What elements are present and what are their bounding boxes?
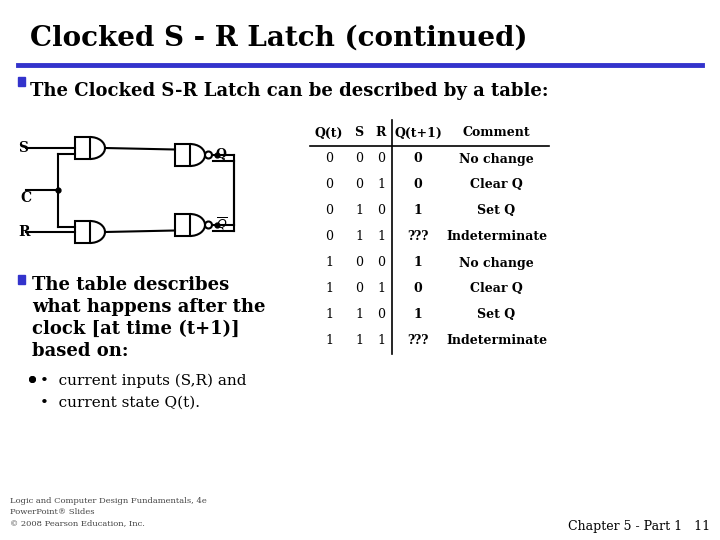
- Text: 1: 1: [377, 231, 385, 244]
- Text: S: S: [18, 141, 28, 155]
- Text: 0: 0: [377, 152, 385, 165]
- Text: $\overline{Q}$: $\overline{Q}$: [216, 216, 228, 232]
- Text: Logic and Computer Design Fundamentals, 4e
PowerPoint® Slides
© 2008 Pearson Edu: Logic and Computer Design Fundamentals, …: [10, 497, 207, 527]
- Text: 1: 1: [355, 334, 363, 348]
- Circle shape: [205, 221, 212, 228]
- Text: Q(t): Q(t): [315, 126, 343, 139]
- Text: 1: 1: [377, 282, 385, 295]
- Text: Chapter 5 - Part 1   11: Chapter 5 - Part 1 11: [568, 520, 710, 533]
- Circle shape: [205, 152, 212, 159]
- Bar: [18, 77, 25, 86]
- Text: S: S: [354, 126, 364, 139]
- Text: The table describes: The table describes: [32, 276, 229, 294]
- Bar: [18, 275, 25, 284]
- Text: 1: 1: [325, 308, 333, 321]
- Text: 1: 1: [325, 256, 333, 269]
- Text: Clear Q: Clear Q: [470, 282, 523, 295]
- Text: R: R: [18, 225, 30, 239]
- Text: 1: 1: [355, 205, 363, 218]
- Text: based on:: based on:: [32, 342, 128, 360]
- Text: No change: No change: [459, 152, 534, 165]
- Text: 1: 1: [377, 179, 385, 192]
- Text: 1: 1: [413, 256, 423, 269]
- Text: 1: 1: [413, 308, 423, 321]
- Text: 1: 1: [355, 231, 363, 244]
- Text: 1: 1: [325, 282, 333, 295]
- Text: 0: 0: [355, 179, 363, 192]
- Text: 0: 0: [355, 152, 363, 165]
- Text: 1: 1: [355, 308, 363, 321]
- Text: 1: 1: [325, 334, 333, 348]
- Text: ???: ???: [408, 334, 428, 348]
- Text: R: R: [376, 126, 386, 139]
- Text: 0: 0: [377, 205, 385, 218]
- Text: 0: 0: [413, 152, 423, 165]
- Text: 0: 0: [325, 152, 333, 165]
- Text: No change: No change: [459, 256, 534, 269]
- Text: 0: 0: [325, 179, 333, 192]
- Text: 1: 1: [413, 205, 423, 218]
- Text: Set Q: Set Q: [477, 205, 516, 218]
- Text: The Clocked S-R Latch can be described by a table:: The Clocked S-R Latch can be described b…: [30, 82, 549, 100]
- Text: Indeterminate: Indeterminate: [446, 334, 547, 348]
- Text: 0: 0: [377, 256, 385, 269]
- Text: ???: ???: [408, 231, 428, 244]
- Text: Indeterminate: Indeterminate: [446, 231, 547, 244]
- Text: 0: 0: [325, 231, 333, 244]
- Text: Clocked S - R Latch (continued): Clocked S - R Latch (continued): [30, 24, 528, 51]
- Text: Comment: Comment: [463, 126, 531, 139]
- Text: clock [at time (t+1)]: clock [at time (t+1)]: [32, 320, 240, 338]
- Text: 1: 1: [377, 334, 385, 348]
- Text: 0: 0: [355, 282, 363, 295]
- Text: Q: Q: [216, 148, 227, 161]
- Text: 0: 0: [413, 282, 423, 295]
- Text: Set Q: Set Q: [477, 308, 516, 321]
- Text: what happens after the: what happens after the: [32, 298, 266, 316]
- Text: 0: 0: [325, 205, 333, 218]
- Text: •  current state Q(t).: • current state Q(t).: [40, 396, 200, 410]
- Text: 0: 0: [355, 256, 363, 269]
- Text: 0: 0: [377, 308, 385, 321]
- Text: Q(t+1): Q(t+1): [394, 126, 442, 139]
- Text: C: C: [20, 191, 31, 205]
- Text: 0: 0: [413, 179, 423, 192]
- Text: Clear Q: Clear Q: [470, 179, 523, 192]
- Text: •  current inputs (S,R) and: • current inputs (S,R) and: [40, 374, 246, 388]
